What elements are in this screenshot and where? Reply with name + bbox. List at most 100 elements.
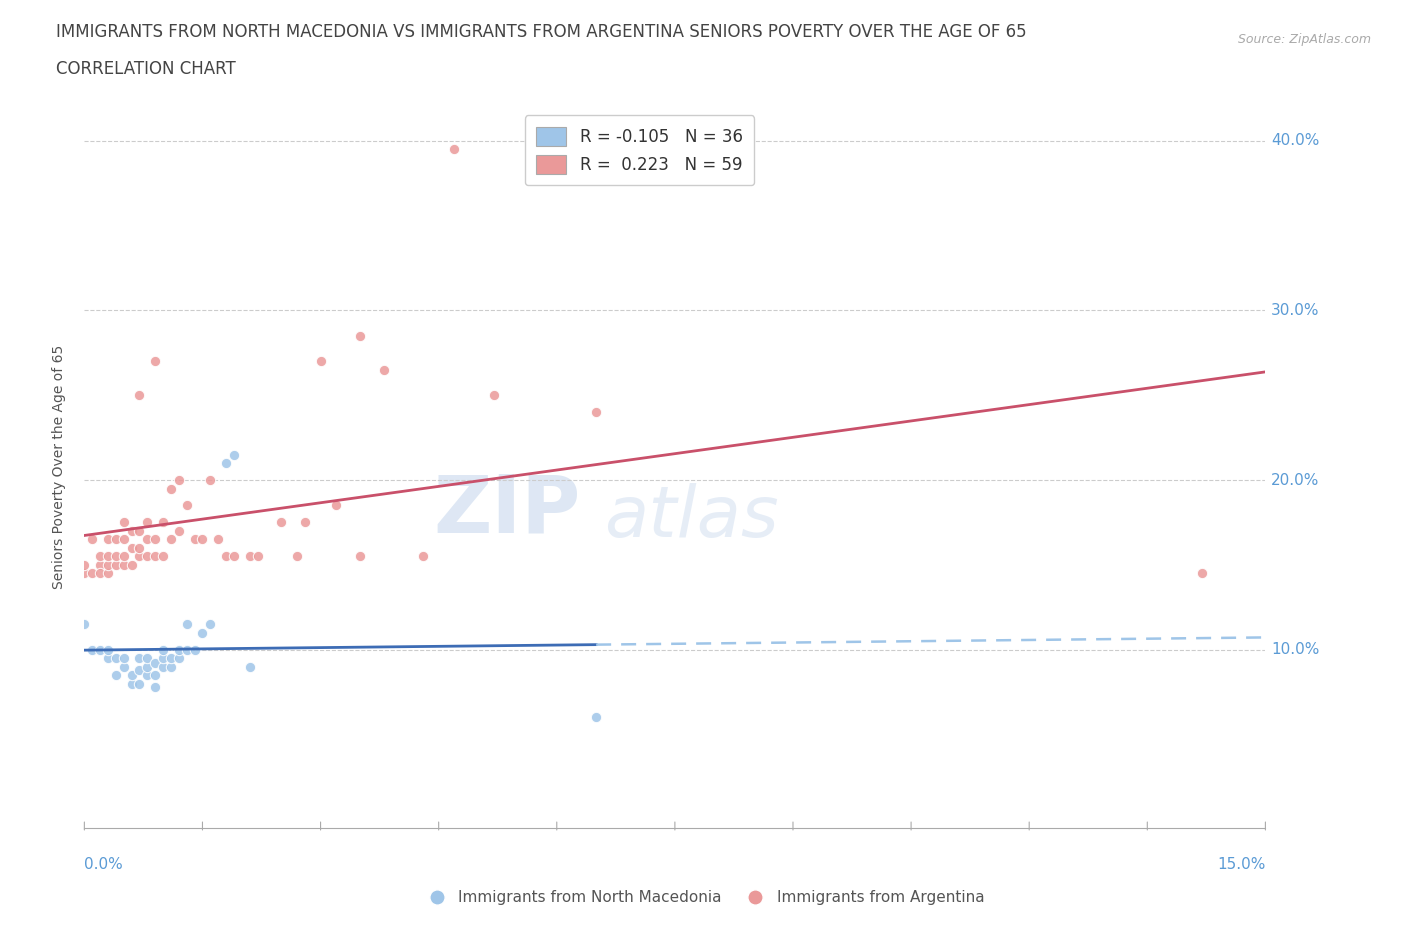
Point — [143, 668, 166, 683]
Point — [152, 515, 174, 530]
Point — [121, 676, 143, 691]
Point — [176, 617, 198, 631]
Point — [73, 557, 96, 572]
Point — [183, 532, 205, 547]
Text: 0.0%: 0.0% — [84, 857, 124, 871]
Point — [104, 532, 127, 547]
Point — [239, 659, 262, 674]
Point — [128, 676, 150, 691]
Point — [136, 532, 159, 547]
Point — [349, 328, 371, 343]
Point — [160, 481, 183, 496]
Point — [73, 565, 96, 580]
Point — [215, 549, 238, 564]
Point — [412, 549, 434, 564]
Point — [97, 532, 120, 547]
Point — [128, 662, 150, 677]
Point — [207, 532, 229, 547]
Point — [97, 565, 120, 580]
Point — [167, 643, 190, 658]
Point — [183, 643, 205, 658]
Point — [152, 659, 174, 674]
Text: Source: ZipAtlas.com: Source: ZipAtlas.com — [1237, 33, 1371, 46]
Point — [136, 549, 159, 564]
Point — [121, 524, 143, 538]
Point — [294, 515, 316, 530]
Point — [152, 549, 174, 564]
Point — [97, 557, 120, 572]
Point — [246, 549, 269, 564]
Legend: Immigrants from North Macedonia, Immigrants from Argentina: Immigrants from North Macedonia, Immigra… — [416, 884, 990, 911]
Point — [200, 472, 222, 487]
Text: 30.0%: 30.0% — [1271, 303, 1320, 318]
Point — [121, 557, 143, 572]
Point — [167, 524, 190, 538]
Point — [112, 532, 135, 547]
Point — [136, 651, 159, 666]
Point — [160, 651, 183, 666]
Point — [128, 388, 150, 403]
Point — [97, 549, 120, 564]
Point — [152, 643, 174, 658]
Point — [176, 498, 198, 513]
Point — [285, 549, 308, 564]
Point — [112, 659, 135, 674]
Point — [73, 617, 96, 631]
Point — [104, 668, 127, 683]
Point — [112, 515, 135, 530]
Point — [585, 710, 607, 724]
Point — [112, 651, 135, 666]
Text: 40.0%: 40.0% — [1271, 133, 1320, 149]
Point — [143, 656, 166, 671]
Point — [191, 532, 214, 547]
Point — [160, 659, 183, 674]
Legend: R = -0.105   N = 36, R =  0.223   N = 59: R = -0.105 N = 36, R = 0.223 N = 59 — [524, 115, 754, 185]
Text: 20.0%: 20.0% — [1271, 472, 1320, 487]
Point — [89, 643, 111, 658]
Point — [104, 651, 127, 666]
Point — [128, 549, 150, 564]
Point — [128, 651, 150, 666]
Point — [143, 549, 166, 564]
Point — [112, 557, 135, 572]
Point — [128, 524, 150, 538]
Point — [82, 643, 104, 658]
Text: IMMIGRANTS FROM NORTH MACEDONIA VS IMMIGRANTS FROM ARGENTINA SENIORS POVERTY OVE: IMMIGRANTS FROM NORTH MACEDONIA VS IMMIG… — [56, 23, 1026, 41]
Point — [104, 557, 127, 572]
Point — [270, 515, 292, 530]
Point — [167, 472, 190, 487]
Point — [160, 532, 183, 547]
Point — [143, 680, 166, 695]
Point — [136, 659, 159, 674]
Point — [82, 565, 104, 580]
Text: ZIP: ZIP — [433, 472, 581, 550]
Point — [191, 625, 214, 640]
Point — [1191, 565, 1213, 580]
Point — [167, 651, 190, 666]
Point — [309, 354, 332, 369]
Text: 10.0%: 10.0% — [1271, 642, 1320, 658]
Point — [215, 456, 238, 471]
Point — [97, 651, 120, 666]
Point — [222, 549, 245, 564]
Point — [112, 549, 135, 564]
Point — [585, 405, 607, 419]
Point — [222, 447, 245, 462]
Y-axis label: Seniors Poverty Over the Age of 65: Seniors Poverty Over the Age of 65 — [52, 345, 66, 590]
Point — [152, 651, 174, 666]
Text: atlas: atlas — [605, 484, 779, 552]
Point — [482, 388, 505, 403]
Point — [128, 540, 150, 555]
Point — [143, 354, 166, 369]
Point — [104, 549, 127, 564]
Point — [136, 668, 159, 683]
Point — [143, 532, 166, 547]
Point — [239, 549, 262, 564]
Point — [89, 557, 111, 572]
Point — [82, 532, 104, 547]
Point — [121, 540, 143, 555]
Point — [121, 668, 143, 683]
Point — [373, 363, 395, 378]
Point — [325, 498, 347, 513]
Text: 15.0%: 15.0% — [1218, 857, 1265, 871]
